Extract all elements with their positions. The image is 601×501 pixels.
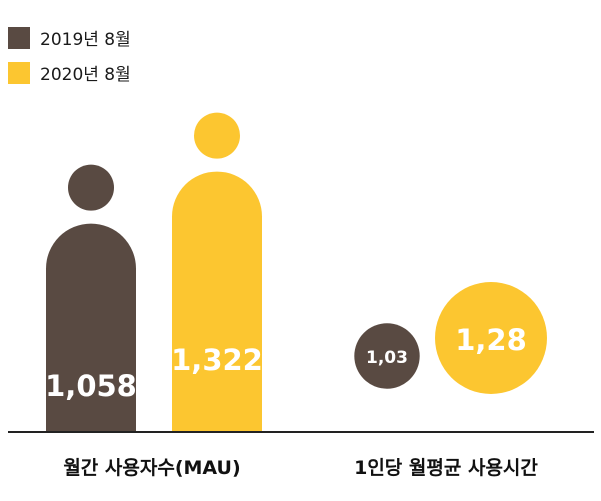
mau-2020-bar [172,171,262,433]
legend-swatch-2020 [8,62,30,84]
legend-swatch-2019 [8,27,30,49]
usage-2020-value: 1,28 [455,323,527,357]
legend-label-2020: 2020년 8월 [40,65,131,85]
mau-2020-head [194,112,240,159]
usage-2019-circle [354,323,420,389]
usage-2020-circle [435,282,547,394]
mau-group: 1,058 1,322 [45,112,263,433]
usage-2019-value: 1,03 [366,348,408,368]
group-label-usage-time: 1인당 월평균 사용시간 [354,457,538,479]
mau-2019-value: 1,058 [45,369,137,403]
legend: 2019년 8월 2020년 8월 [8,27,131,85]
group-label-mau: 월간 사용자수(MAU) [63,457,240,479]
legend-label-2019: 2019년 8월 [40,30,131,50]
mau-2019-bar [46,223,136,432]
usage-time-group: 1,03 1,28 [354,282,547,394]
mau-2019-head [68,164,114,211]
mau-2020-value: 1,322 [171,343,263,377]
